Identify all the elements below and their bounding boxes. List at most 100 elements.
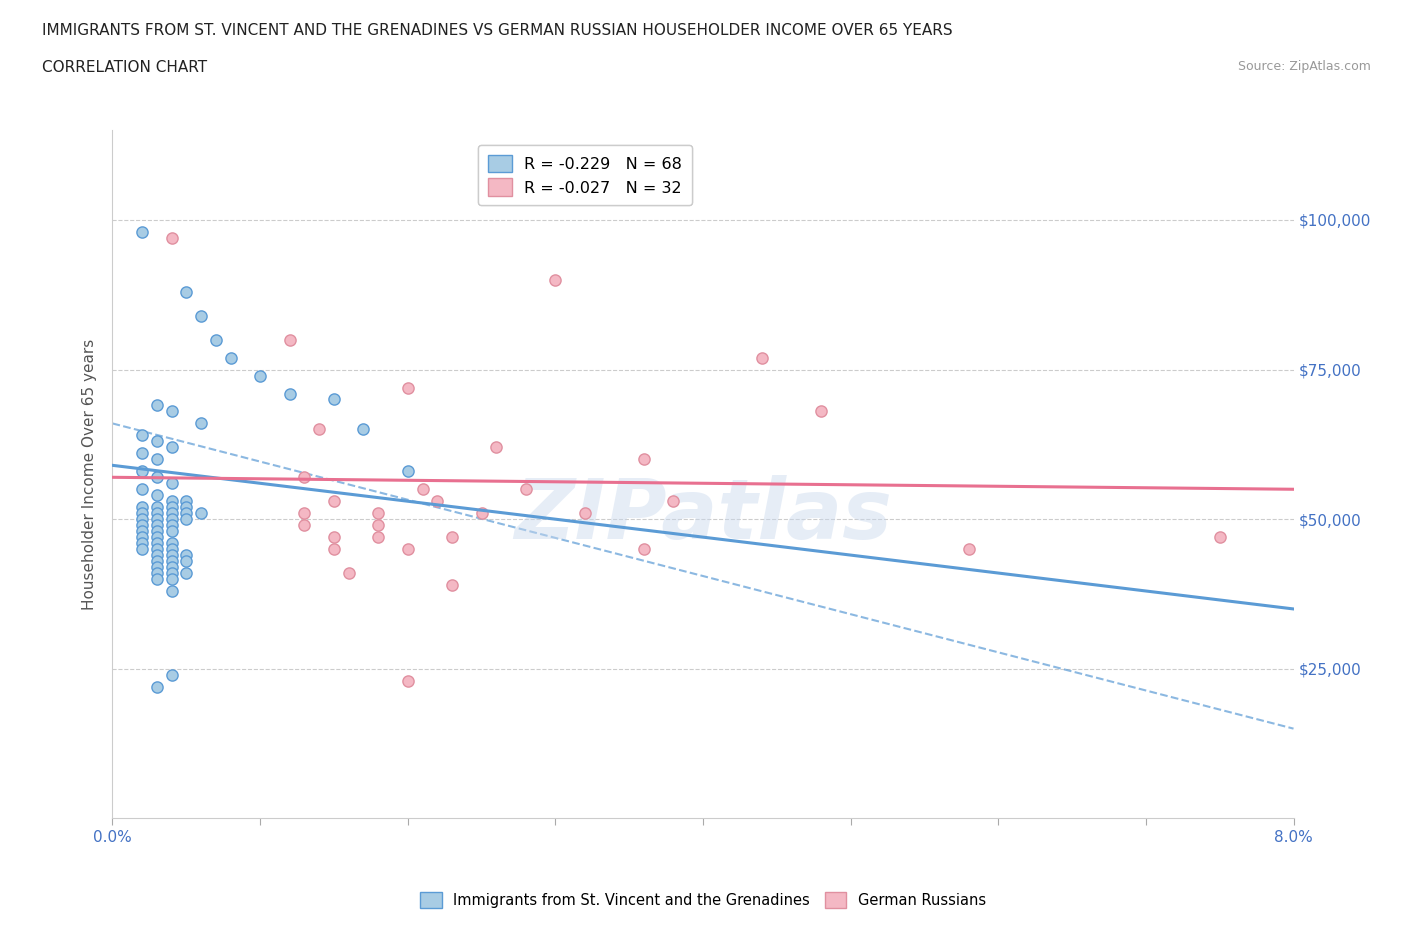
Point <box>544 272 567 287</box>
Point <box>810 404 832 418</box>
Point <box>174 285 197 299</box>
Point <box>131 536 153 551</box>
Point <box>441 578 464 592</box>
Point <box>131 541 153 556</box>
Point <box>471 506 494 521</box>
Point <box>146 434 169 449</box>
Text: ZIPatlas: ZIPatlas <box>515 475 891 556</box>
Point <box>160 494 183 509</box>
Point <box>352 422 374 437</box>
Point <box>219 351 242 365</box>
Point <box>174 512 197 526</box>
Point <box>131 512 153 526</box>
Legend: R = -0.229   N = 68, R = -0.027   N = 32: R = -0.229 N = 68, R = -0.027 N = 32 <box>478 145 692 206</box>
Point <box>146 470 169 485</box>
Point <box>396 380 419 395</box>
Point <box>662 494 685 509</box>
Y-axis label: Householder Income Over 65 years: Householder Income Over 65 years <box>82 339 97 610</box>
Point <box>441 530 464 545</box>
Point <box>160 565 183 580</box>
Point <box>146 560 169 575</box>
Point <box>131 530 153 545</box>
Point <box>278 386 301 401</box>
Point <box>146 512 169 526</box>
Point <box>131 464 153 479</box>
Point <box>146 548 169 563</box>
Point <box>1208 530 1232 545</box>
Point <box>146 536 169 551</box>
Legend: Immigrants from St. Vincent and the Grenadines, German Russians: Immigrants from St. Vincent and the Gren… <box>413 886 993 913</box>
Point <box>160 231 183 246</box>
Point <box>131 518 153 533</box>
Point <box>160 536 183 551</box>
Point <box>396 673 419 688</box>
Point <box>367 506 389 521</box>
Point <box>146 524 169 538</box>
Point <box>146 565 169 580</box>
Point <box>174 499 197 514</box>
Point <box>160 506 183 521</box>
Text: Source: ZipAtlas.com: Source: ZipAtlas.com <box>1237 60 1371 73</box>
Point <box>515 482 537 497</box>
Point <box>426 494 449 509</box>
Point <box>367 530 389 545</box>
Point <box>323 392 346 407</box>
Point <box>249 368 271 383</box>
Point <box>160 476 183 491</box>
Point <box>160 541 183 556</box>
Point <box>174 494 197 509</box>
Point <box>160 668 183 683</box>
Point <box>131 506 153 521</box>
Point <box>146 518 169 533</box>
Point <box>337 565 360 580</box>
Point <box>174 565 197 580</box>
Point <box>396 541 419 556</box>
Point <box>278 332 301 347</box>
Point <box>633 541 655 556</box>
Point <box>160 440 183 455</box>
Point <box>751 351 773 365</box>
Point <box>131 445 153 460</box>
Point <box>160 518 183 533</box>
Point <box>146 572 169 587</box>
Point <box>190 506 212 521</box>
Point <box>396 464 419 479</box>
Point <box>160 499 183 514</box>
Point <box>205 332 228 347</box>
Point <box>160 553 183 568</box>
Point <box>146 679 169 694</box>
Point <box>146 541 169 556</box>
Point <box>485 440 508 455</box>
Point <box>308 422 330 437</box>
Point <box>174 548 197 563</box>
Point <box>160 524 183 538</box>
Point <box>957 541 980 556</box>
Point <box>160 548 183 563</box>
Point <box>160 583 183 598</box>
Point <box>131 224 153 239</box>
Point <box>160 404 183 418</box>
Point <box>146 452 169 467</box>
Point <box>146 553 169 568</box>
Point <box>146 499 169 514</box>
Point <box>146 398 169 413</box>
Point <box>160 572 183 587</box>
Point <box>574 506 596 521</box>
Point <box>146 488 169 503</box>
Point <box>190 416 212 431</box>
Text: IMMIGRANTS FROM ST. VINCENT AND THE GRENADINES VS GERMAN RUSSIAN HOUSEHOLDER INC: IMMIGRANTS FROM ST. VINCENT AND THE GREN… <box>42 23 953 38</box>
Point <box>323 494 346 509</box>
Point <box>367 518 389 533</box>
Point <box>292 506 315 521</box>
Point <box>131 524 153 538</box>
Point <box>174 506 197 521</box>
Point <box>323 530 346 545</box>
Point <box>174 553 197 568</box>
Point <box>131 428 153 443</box>
Point <box>292 518 315 533</box>
Point <box>160 560 183 575</box>
Point <box>146 530 169 545</box>
Point <box>292 470 315 485</box>
Point <box>633 452 655 467</box>
Point <box>323 541 346 556</box>
